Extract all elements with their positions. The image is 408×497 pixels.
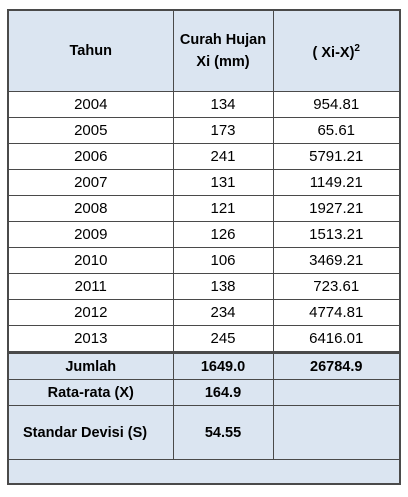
data-cell: 2011 [7, 273, 174, 300]
data-cell: 2013 [7, 325, 174, 353]
summary-value: 1649.0 [172, 351, 274, 380]
data-cell: 2005 [7, 117, 174, 144]
data-cell: 2006 [7, 143, 174, 170]
data-row: 2004 134 954.81 [7, 91, 401, 118]
data-cell: 1149.21 [272, 169, 401, 196]
data-cell: 1927.21 [272, 195, 401, 222]
header-text: ( Xi-X) [312, 44, 355, 61]
data-cell: 2008 [7, 195, 174, 222]
header-line: Curah Hujan [179, 32, 267, 48]
data-cell: 5791.21 [272, 143, 401, 170]
data-row: 2008 121 1927.21 [7, 195, 401, 222]
summary-row: Rata-rata (X) 164.9 [7, 379, 401, 406]
data-cell: 1513.21 [272, 221, 401, 248]
data-cell: 106 [172, 247, 274, 274]
data-cell: 954.81 [272, 91, 401, 118]
rainfall-table: Tahun Curah Hujan Xi (mm)( Xi-X)2 2004 134 95… [7, 9, 401, 485]
data-cell: 234 [172, 299, 274, 326]
data-cell: 134 [172, 91, 274, 118]
data-cell: 65.61 [272, 117, 401, 144]
data-cell: 6416.01 [272, 325, 401, 353]
data-cell: 2004 [7, 91, 174, 118]
data-row: 2010 106 3469.21 [7, 247, 401, 274]
data-cell: 4774.81 [272, 299, 401, 326]
data-cell: 3469.21 [272, 247, 401, 274]
data-cell: 2012 [7, 299, 174, 326]
empty-cell [272, 379, 401, 406]
summary-label: Jumlah [7, 351, 174, 380]
summary-label: Standar Devisi (S) [7, 405, 174, 460]
data-cell: 126 [172, 221, 274, 248]
data-row: 2009 126 1513.21 [7, 221, 401, 248]
data-cell: 241 [172, 143, 274, 170]
data-cell: 2009 [7, 221, 174, 248]
header-row: Tahun Curah Hujan Xi (mm) ( Xi-X)2 [7, 9, 401, 92]
summary-row: Standar Devisi (S) 54.55 [7, 405, 401, 460]
header-superscript: 2 [354, 43, 360, 55]
data-cell: 2007 [7, 169, 174, 196]
header-cell: Tahun [7, 9, 174, 92]
data-cell: 131 [172, 169, 274, 196]
data-cell: 138 [172, 273, 274, 300]
summary-value: 164.9 [172, 379, 274, 406]
data-row: 2012 234 4774.81 [7, 299, 401, 326]
data-cell: 2010 [7, 247, 174, 274]
header-cell: Curah Hujan Xi (mm) [172, 9, 274, 92]
data-row: 2005 173 65.61 [7, 117, 401, 144]
empty-cell [272, 405, 401, 460]
summary-label: Rata-rata (X) [7, 379, 174, 406]
summary-row: Jumlah 1649.0 26784.9 [7, 351, 401, 380]
data-row: 2006 241 5791.21 [7, 143, 401, 170]
empty-row [7, 459, 401, 485]
data-cell: 245 [172, 325, 274, 353]
header-line: Xi (mm) [196, 54, 250, 70]
data-row: 2011 138 723.61 [7, 273, 401, 300]
table-body: Tahun Curah Hujan Xi (mm)( Xi-X)2 2004 134 95… [7, 9, 401, 485]
header-cell: ( Xi-X)2 [272, 9, 401, 92]
data-row: 2013 245 6416.01 [7, 325, 401, 353]
empty-cell [7, 459, 401, 485]
summary-value: 26784.9 [272, 351, 401, 380]
data-cell: 121 [172, 195, 274, 222]
summary-value: 54.55 [172, 405, 274, 460]
data-cell: 723.61 [272, 273, 401, 300]
table-container: Tahun Curah Hujan Xi (mm)( Xi-X)2 2004 134 95… [7, 9, 401, 485]
data-cell: 173 [172, 117, 274, 144]
data-row: 2007 131 1149.21 [7, 169, 401, 196]
